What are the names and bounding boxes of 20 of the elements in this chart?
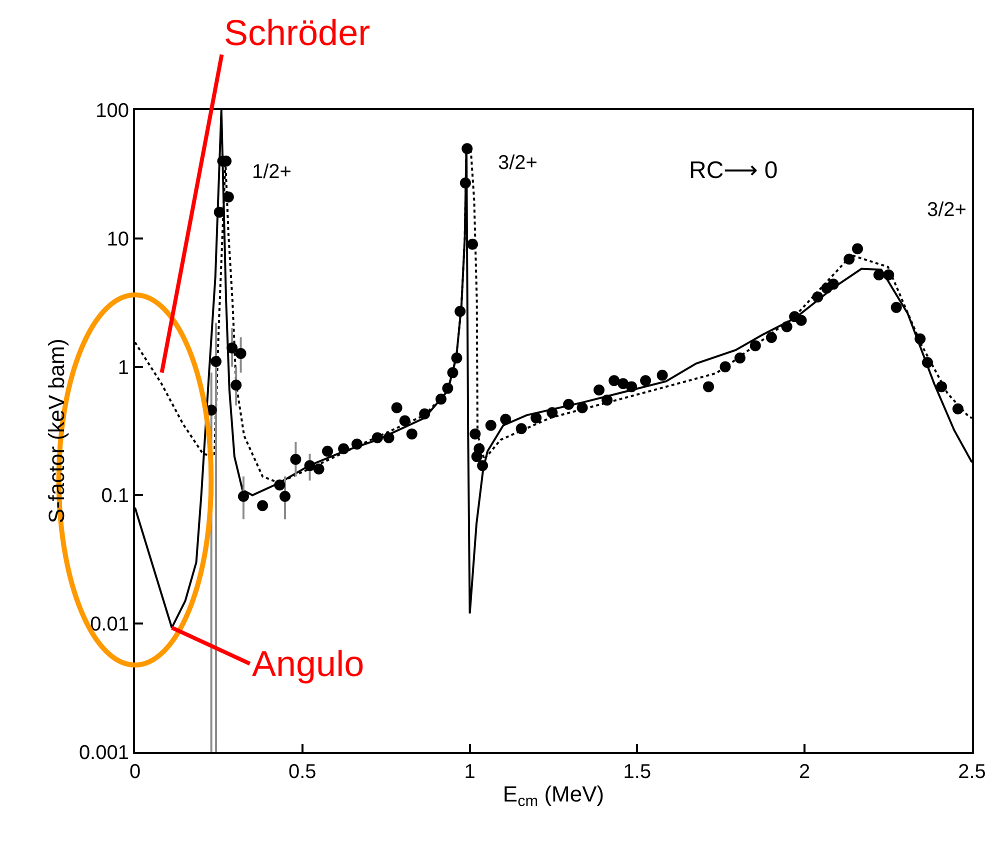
x-tick-label: 2 [799,761,810,783]
x-tick-label: 1.5 [623,761,652,783]
y-tick-label: 10 [106,228,129,250]
y-axis-title: S-factor (keV bam) [44,338,70,524]
annotation: 3/2+ [498,152,538,174]
annotation: RC⟶ 0 [689,157,778,184]
x-tick-label: 2.5 [958,761,986,783]
y-tick-label: 0.01 [90,614,129,636]
annotation: Angulo [252,643,364,684]
y-tick-label: 0.001 [78,742,129,764]
y-tick-label: 1 [118,356,129,379]
x-tick-label: 0 [129,761,141,783]
y-tick-label: 0.1 [101,485,129,508]
y-tick-label: 100 [96,100,129,122]
x-tick-label: 0.5 [288,761,316,783]
annotation: 1/2+ [252,161,292,183]
annotation: 3/2+ [927,199,966,221]
annotation: Schröder [224,12,370,53]
x-axis-title: E$_{cm}$ (MeV) [502,781,604,810]
x-tick-label: 1 [464,761,476,783]
